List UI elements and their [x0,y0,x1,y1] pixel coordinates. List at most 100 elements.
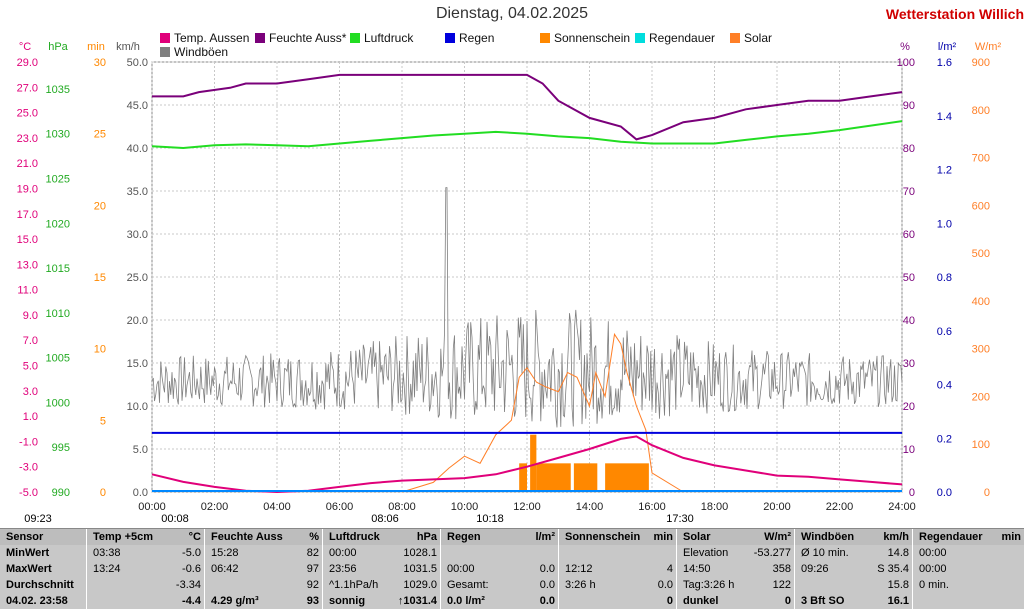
table-row: 13:24 -0.6 [87,561,205,577]
humidity-tick-label: 70 [903,186,915,198]
wind-tick-label: 35.0 [127,186,148,198]
table-cell: 4 [666,563,673,575]
table-row: 14:50 358 [677,561,795,577]
table-row: Gesamt: 0.0 [441,577,559,593]
table-row: ^1.1hPa/h 1029.0 [323,577,441,593]
chart-title: Dienstag, 04.02.2025 [435,5,589,22]
table-row: 3:26 h 0.0 [559,577,677,593]
temp-tick-label: 23.0 [17,133,38,145]
table-cell: 00:00 [919,563,947,575]
table-row [441,545,559,561]
temp-tick-label: -5.0 [19,487,38,499]
sun-tick-label: 25 [94,129,106,141]
axis-unit-label: hPa [48,41,68,53]
table-row: 15.8 [795,577,913,593]
humidity-tick-label: 100 [897,57,915,69]
table-cell: 0 [784,595,791,607]
table-cell: 82 [306,547,319,559]
wind-tick-label: 15.0 [127,358,148,370]
table-row: Durchschnitt [6,579,74,591]
wind-tick-label: 10.0 [127,401,148,413]
table-header-label: Regendauer [919,531,983,543]
solar-tick-label: 300 [972,344,990,356]
table-cell: 0 min. [919,579,949,591]
pressure-tick-label: 1030 [46,129,70,141]
table-row: 92 [205,577,323,593]
table-cell: sonnig [329,595,366,607]
pressure-tick-label: 1015 [46,263,70,275]
table-header: Sonnenschein min [559,529,677,545]
table-header: Regendauer min [913,529,1024,545]
table-col-solar: Solar W/m² Elevation -53.277 14:50 358 Tag:3:2… [676,529,795,609]
table-cell: Gesamt: [447,579,489,591]
rain-tick-label: 1.6 [937,57,952,69]
legend-swatch-icon [540,33,550,43]
solar-tick-label: 500 [972,248,990,260]
wind-tick-label: 50.0 [127,57,148,69]
table-cell: -53.277 [753,547,791,559]
axis-unit-label: km/h [116,41,140,53]
table-cell: 0.0 [539,563,555,575]
pressure-tick-label: 1000 [46,397,70,409]
temp-tick-label: 27.0 [17,82,38,94]
table-row: -4.4 [87,593,205,609]
table-header-unit: °C [188,531,201,543]
table-cell: 122 [772,579,791,591]
table-col-sonne: Sonnenschein min 12:12 4 3:26 h 0.0 0 [558,529,677,609]
pressure-tick-label: 995 [52,442,70,454]
sunshine-bar [519,463,527,492]
table-header-unit: l/m² [535,531,555,543]
rain-tick-label: 1.0 [937,218,952,230]
table-row: Tag:3:26 h 122 [677,577,795,593]
table-cell: 0.0 [539,579,555,591]
table-cell: 3 Bft SO [801,595,845,607]
humidity-tick-label: 0 [909,487,915,499]
wind-tick-label: 5.0 [133,444,148,456]
table-row: 3 Bft SO 16.1 [795,593,913,609]
humidity-tick-label: 60 [903,229,915,241]
table-row: 00:00 [913,561,1024,577]
table-col-luftdruck: Luftdruck hPa 00:00 1028.1 23:56 1031.5 ^1.1hP… [322,529,441,609]
pressure-tick-label: 1035 [46,84,70,96]
table-col-regen: Regen l/m² 00:00 0.0 Gesamt: 0.0 0.0 l/m² 0.0 [440,529,559,609]
pressure-tick-label: 1020 [46,218,70,230]
rain-tick-label: 0.4 [937,380,952,392]
table-cell: 13:24 [93,563,121,575]
table-cell: 03:38 [93,547,121,559]
table-row: Elevation -53.277 [677,545,795,561]
table-row [913,593,1024,609]
rain-tick-label: 1.4 [937,111,952,123]
table-cell [919,593,970,609]
table-cell: 00:00 [329,547,357,559]
table-row: 00:00 1028.1 [323,545,441,561]
sunshine-bar [536,463,571,492]
legend-label: Solar [744,31,773,45]
table-col-sensor: Sensor MinWert MaxWert Durchschnitt 04.0… [0,529,86,609]
table-col-wind: Windböen km/h Ø 10 min. 14.8 09:26 S 35.4 15.8… [794,529,913,609]
legend-swatch-icon [635,33,645,43]
rain-tick-label: 0.2 [937,433,952,445]
table-header-label: Windböen [801,531,855,543]
table-cell [619,545,673,561]
table-cell: -5.0 [182,547,201,559]
temp-tick-label: 13.0 [17,259,38,271]
table-cell: 00:00 [447,563,475,575]
table-cell [501,545,555,561]
x-tick-label: 18:00 [701,501,729,513]
solar-tick-label: 400 [972,296,990,308]
table-cell: 3:26 h [565,579,596,591]
axis-unit-label: °C [19,41,31,53]
legend-item-wind: Windböen [160,45,228,59]
table-cell: 12:12 [565,563,593,575]
wind-tick-label: 45.0 [127,100,148,112]
table-col-regendauer: Regendauer min 00:00 00:00 0 min. [912,529,1024,609]
x-tick-label: 04:00 [263,501,291,513]
table-cell: -3.34 [175,579,201,591]
table-row: 0 min. [913,577,1024,593]
x-tick-label: 08:00 [388,501,416,513]
x-tick-label: 22:00 [826,501,854,513]
table-header: Windböen km/h [795,529,913,545]
solar-tick-label: 100 [972,439,990,451]
table-cell: 0.0 [539,595,555,607]
sunshine-bar [530,434,537,492]
